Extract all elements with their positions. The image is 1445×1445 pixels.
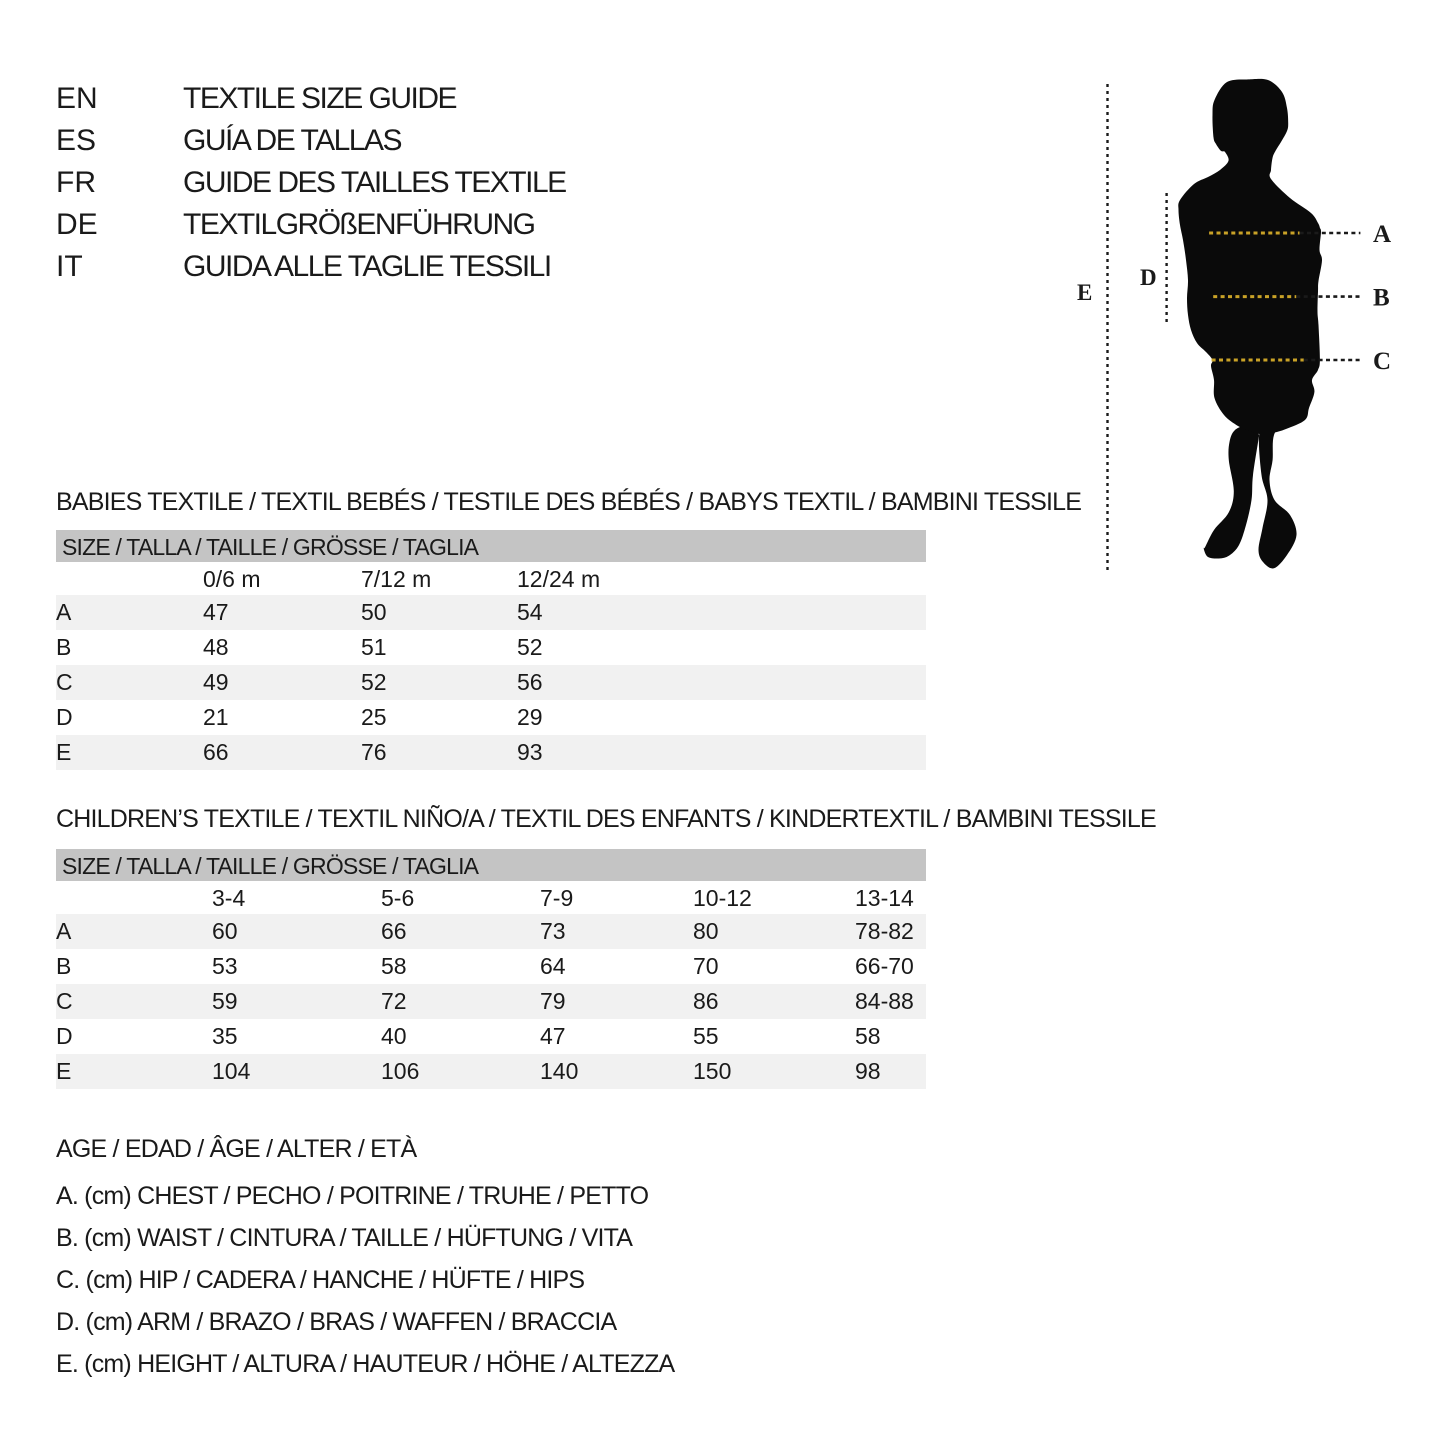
svg-text:C: C [1373, 348, 1391, 375]
svg-text:D: D [1140, 265, 1157, 290]
svg-text:E: E [1077, 280, 1092, 305]
svg-text:A: A [1373, 221, 1391, 248]
svg-text:B: B [1373, 285, 1390, 312]
